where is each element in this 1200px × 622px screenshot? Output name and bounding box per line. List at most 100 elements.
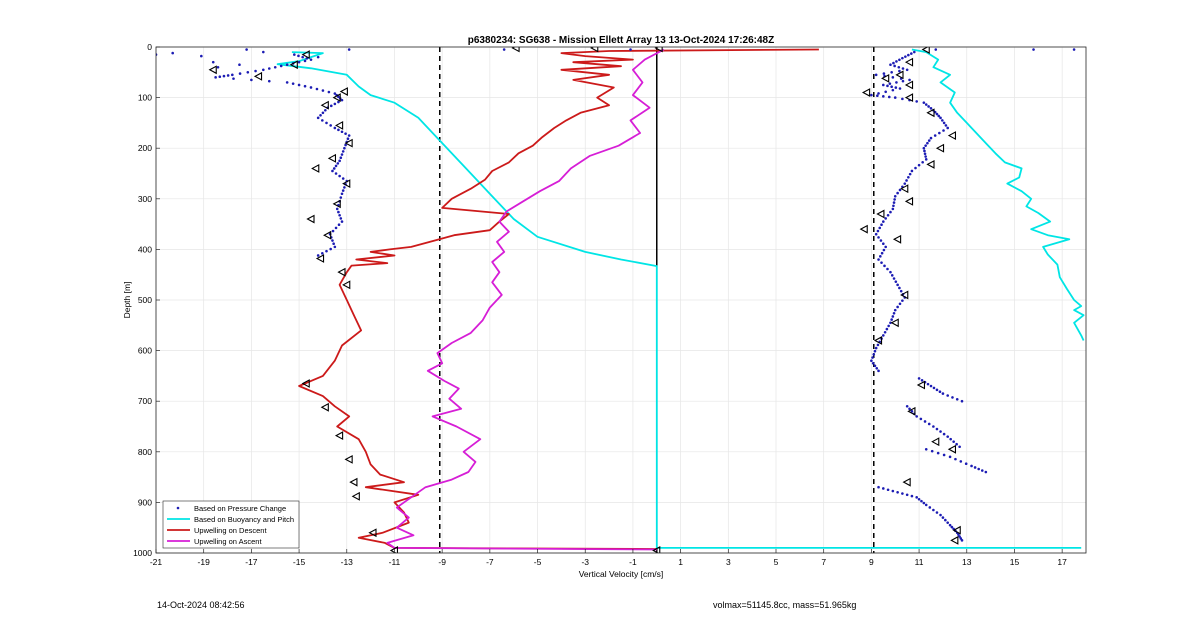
triangle-marker-55	[652, 546, 661, 553]
triangle-marker-0	[301, 50, 310, 60]
pressure-point-0-13	[347, 134, 351, 137]
x-tick-label-8: -5	[534, 557, 542, 567]
triangle-marker-54	[950, 535, 959, 545]
pressure-point-0-2-2	[273, 65, 277, 69]
pressure-point-1-16-3	[914, 166, 917, 170]
pressure-point-1-16-2	[917, 163, 921, 167]
triangle-marker-46	[890, 318, 899, 328]
x-tick-label-15: 9	[869, 557, 874, 567]
triangle-marker-11	[342, 179, 351, 189]
pressure-point-0-17-3	[341, 189, 345, 192]
pressure-point-1-18	[903, 182, 907, 185]
pressure-point-1-32-2	[873, 364, 877, 368]
pressure-point-1-1-1	[898, 58, 901, 62]
based-on-buoyancy-and-pitch-line-1	[911, 48, 1085, 341]
triangle-marker-10	[311, 164, 320, 173]
pressure-point-1-27-2	[898, 302, 902, 306]
pressure-point-0-9-1	[337, 100, 340, 104]
pressure-point-5-1	[896, 490, 899, 494]
legend: Based on Pressure Change Based on Buoyanc…	[162, 500, 300, 549]
triangle-marker-34	[861, 88, 871, 97]
pressure-point-3-4	[958, 445, 961, 449]
pressure-point-0-19-3	[339, 217, 343, 220]
pressure-point-1-24-2	[883, 264, 886, 268]
pressure-point-1-10-3	[929, 107, 933, 110]
pressure-point-0-2	[285, 63, 289, 67]
triangle-marker-45	[900, 290, 909, 300]
pressure-point-0-7	[309, 86, 313, 89]
y-tick-label-0: 0	[147, 42, 152, 52]
pressure-point-1-21-2	[878, 226, 882, 230]
pressure-point-4-2-3	[980, 469, 984, 472]
pressure-point-2-1-2	[935, 388, 939, 392]
pressure-point-5-4-2	[944, 518, 947, 522]
triangle-marker-50	[931, 437, 940, 447]
pressure-point-1-12	[939, 116, 942, 120]
x-axis-label: Vertical Velocity [cm/s]	[579, 569, 664, 579]
triangle-marker-42	[876, 209, 885, 219]
pressure-point-0-11-3	[329, 124, 332, 127]
pressure-point-0-5-3	[267, 79, 271, 83]
pressure-point-1-13	[946, 126, 949, 130]
y-tick-label-6: 600	[138, 346, 152, 356]
pressure-point-3-1	[915, 415, 918, 418]
y-axis-ticks: 0 100 200 300 400 500 600 700 800 900 1000	[133, 42, 160, 558]
pressure-point-1-17-3	[905, 179, 908, 182]
pressure-point-5-6-2	[958, 535, 961, 538]
pressure-point-0-2-1	[279, 64, 283, 68]
pressure-point-1-31-3	[871, 356, 874, 359]
pressure-point-5-1-1	[901, 492, 904, 495]
pressure-point-1-29-1	[887, 324, 890, 328]
pressure-point-0-11-2	[325, 121, 328, 125]
pressure-point-6-5	[245, 48, 248, 51]
pressure-point-0-1-1	[303, 59, 307, 63]
pressure-point-0-11-1	[321, 119, 324, 122]
pressure-point-1-7	[898, 87, 902, 90]
pressure-point-2-2-2	[951, 396, 954, 399]
pressure-point-1-1-2	[895, 60, 898, 63]
pressure-point-3-1-3	[927, 422, 931, 426]
pressure-point-0-20	[340, 220, 344, 223]
triangle-marker-1	[289, 60, 298, 70]
pressure-point-1-0-2	[907, 53, 910, 57]
pressure-point-1-19-3	[892, 204, 895, 208]
pressure-point-1-22-2	[879, 239, 883, 242]
pressure-point-2-0	[917, 377, 921, 380]
pressure-point-0-5-1	[232, 77, 235, 80]
pressure-point-0-15-1	[336, 162, 340, 165]
pressure-point-1-9	[893, 96, 897, 99]
triangle-marker-49	[907, 406, 916, 416]
pressure-point-3-2-1	[935, 427, 939, 431]
pressure-point-1-8-1	[876, 94, 879, 98]
pressure-point-6-4	[238, 63, 241, 67]
pressure-point-1-17	[910, 169, 914, 173]
pressure-point-1-12-1	[941, 119, 944, 122]
pressure-point-1-15	[922, 146, 926, 150]
pressure-point-1-22	[874, 232, 878, 236]
pressure-point-1-0-1	[910, 52, 913, 55]
pressure-point-0-14-3	[339, 156, 343, 159]
x-tick-label-12: 3	[726, 557, 731, 567]
pressure-point-1-6-2	[890, 85, 893, 89]
pressure-point-0-1-2	[297, 60, 301, 64]
pressure-point-2-2-1	[946, 394, 949, 397]
pressure-point-5-6-1	[957, 533, 960, 536]
pressure-point-1-29-3	[883, 330, 887, 334]
y-tick-label-9: 900	[138, 497, 152, 507]
x-tick-label-3: -15	[293, 557, 306, 567]
pressure-point-1-32	[870, 359, 873, 363]
pressure-point-1-8-2	[882, 95, 885, 98]
pressure-point-0-15-2	[334, 164, 338, 168]
pressure-point-4-0-2	[936, 451, 940, 455]
y-tick-label-2: 200	[138, 143, 152, 153]
series-upwelling-on-ascent	[386, 48, 665, 551]
triangle-marker-19	[320, 402, 329, 412]
upwelling-on-ascent-line-0	[386, 48, 665, 551]
triangle-marker-33	[904, 80, 914, 90]
pressure-point-1-28-3	[890, 318, 893, 321]
triangle-marker-39	[926, 159, 935, 169]
pressure-point-1-5-2	[895, 81, 898, 84]
pressure-point-1-18-2	[898, 188, 902, 192]
pressure-point-4-2-1	[973, 466, 977, 469]
pressure-point-1-21	[882, 220, 885, 223]
